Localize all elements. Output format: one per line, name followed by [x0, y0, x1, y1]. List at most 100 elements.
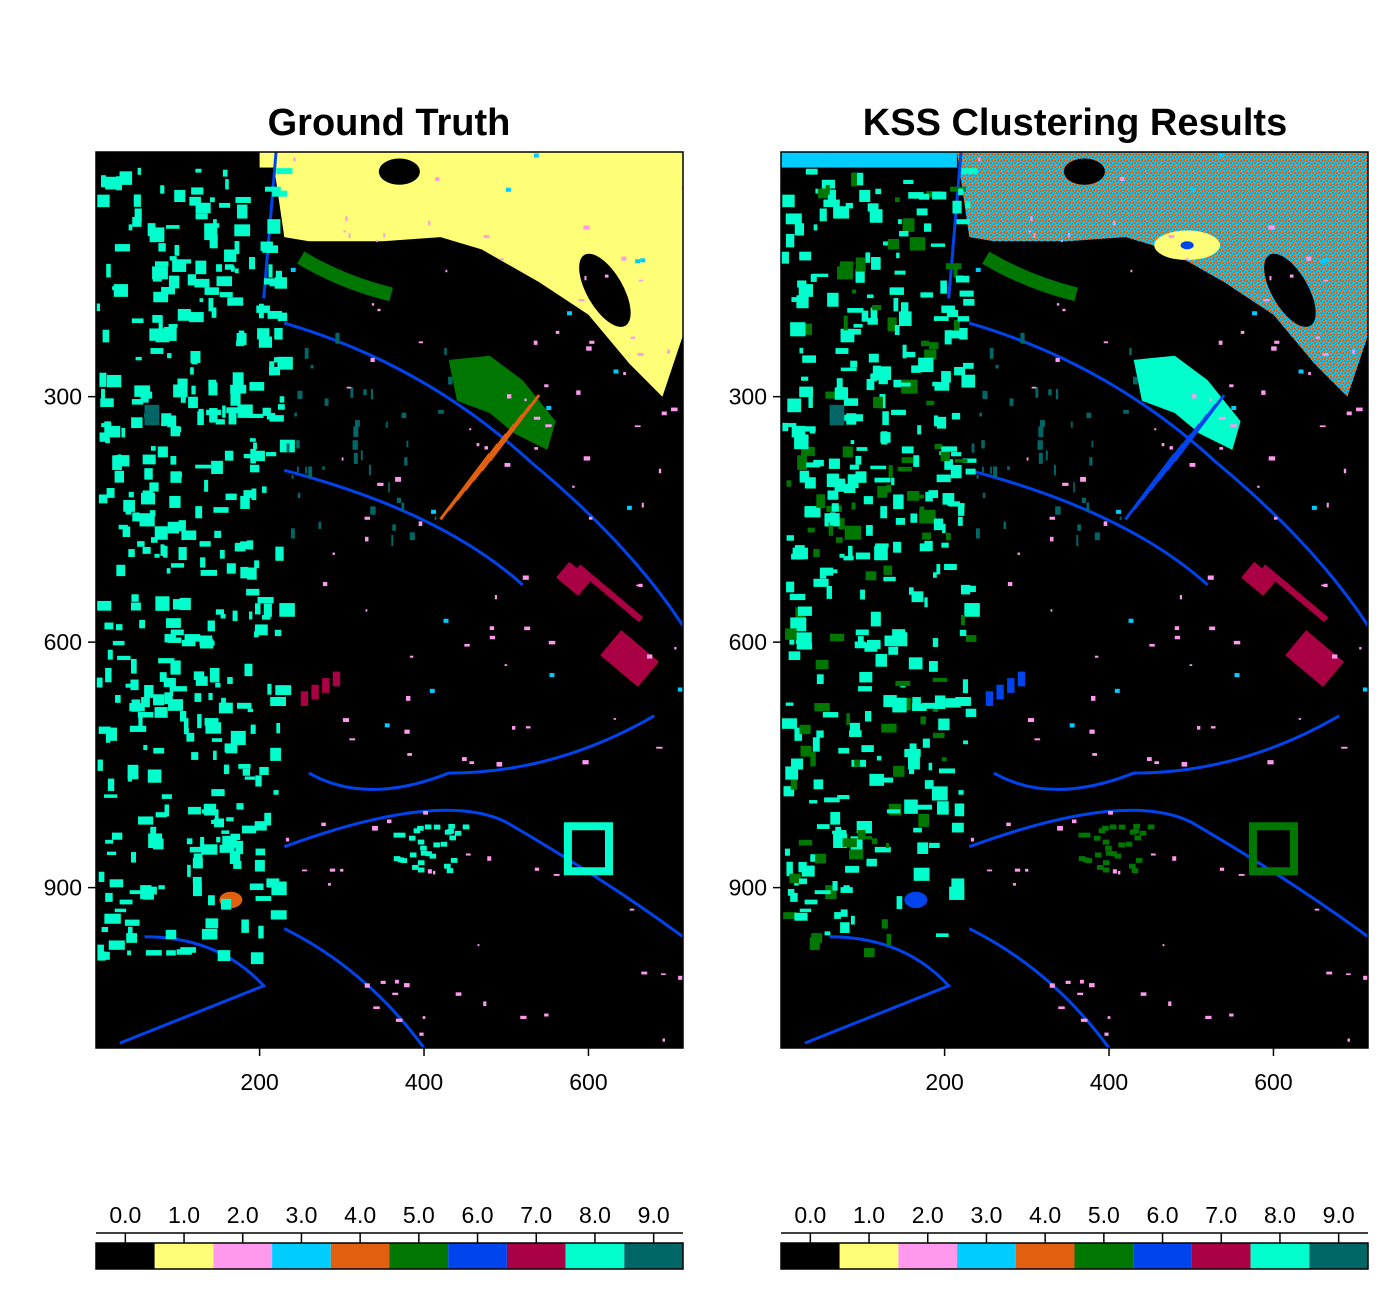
class-scatter-pink	[407, 753, 412, 756]
y-tick-label: 900	[729, 875, 767, 901]
class-building-block	[1078, 832, 1086, 838]
class-building-block	[197, 411, 204, 426]
class-building-block	[851, 502, 856, 510]
class-building-block	[267, 219, 281, 234]
class-building-block	[170, 660, 181, 675]
class-scatter-pink	[1140, 992, 1147, 996]
colorbar-swatch	[272, 1243, 331, 1269]
class-scatter-cyan	[549, 673, 555, 678]
class-building-block	[917, 842, 929, 854]
class-scatter-pink	[340, 868, 344, 872]
class-building-block	[227, 297, 244, 306]
class-scatter-pink	[455, 992, 462, 996]
class-building-block	[112, 640, 125, 646]
river-island	[1063, 158, 1105, 185]
colorbar-tick-label: 8.0	[1264, 1202, 1296, 1228]
class-scatter-cyan	[443, 618, 449, 623]
class-scatter-pink	[348, 233, 351, 238]
class-scatter-pink	[1026, 457, 1029, 461]
class-building-block	[275, 685, 292, 696]
class-road	[993, 714, 1340, 791]
class-building-block	[906, 697, 911, 711]
class-building-block	[828, 189, 836, 203]
class-building-block	[868, 353, 879, 363]
class-scatter-pink	[365, 536, 369, 542]
class-building-block	[933, 316, 949, 321]
class-building-small	[300, 691, 309, 706]
class-scatter-cyan	[1325, 258, 1331, 263]
class-building-block	[209, 197, 215, 203]
class-building-block	[105, 437, 110, 444]
class-shadow	[438, 409, 444, 414]
class-building-large	[576, 564, 644, 623]
class-building-block	[911, 591, 924, 603]
class-building-block	[433, 842, 440, 848]
class-scatter-pink	[1184, 258, 1189, 261]
class-shadow	[990, 466, 992, 474]
class-building-block	[166, 618, 181, 628]
class-scatter-cyan	[1362, 687, 1368, 692]
class-scatter-pink	[534, 447, 539, 450]
class-building-block	[913, 867, 930, 881]
class-building-block	[941, 305, 955, 313]
class-building-block	[797, 606, 812, 616]
class-building-block	[849, 849, 864, 860]
class-building-block	[798, 861, 807, 869]
class-building-block	[115, 624, 123, 631]
class-building-block	[840, 887, 853, 893]
class-building-block	[903, 179, 914, 184]
class-building-block	[400, 858, 408, 864]
class-building-block	[164, 804, 170, 817]
class-scatter-pink	[373, 1006, 380, 1010]
class-building-block	[930, 243, 945, 247]
class-building-block	[790, 322, 806, 337]
class-building-block	[241, 919, 249, 933]
class-building-block	[794, 727, 802, 741]
class-building-block	[875, 543, 889, 548]
class-building-block	[234, 224, 251, 237]
class-building-block	[177, 378, 188, 386]
class-building-block	[131, 399, 144, 405]
class-building-block	[1097, 864, 1104, 870]
class-building-block	[393, 832, 401, 838]
colorbar: 0.0 1.0 2.0 3.0 4.0 5.0 6.0 7.0 8.0 9.0	[780, 1202, 1369, 1270]
class-scatter-pink	[341, 457, 344, 461]
colorbar-swatch	[96, 1243, 155, 1269]
class-shadow	[1035, 387, 1039, 398]
class-road	[283, 468, 524, 586]
class-building-block	[1248, 822, 1299, 876]
class-scatter-cyan	[1190, 187, 1196, 192]
class-scatter-pink	[1189, 664, 1193, 666]
class-building-block	[843, 556, 854, 561]
class-shadow	[1039, 420, 1045, 427]
class-shadow	[353, 426, 359, 437]
class-building-block	[827, 292, 839, 307]
class-building-block	[800, 745, 812, 757]
class-scatter-pink	[533, 416, 541, 420]
class-building-small	[1017, 671, 1026, 687]
class-building-block	[173, 384, 188, 398]
class-road	[968, 468, 1209, 586]
class-building-block	[150, 826, 157, 838]
river-island	[378, 158, 420, 185]
class-building-block	[164, 634, 176, 643]
class-building-block	[188, 312, 204, 323]
class-shadow	[290, 528, 295, 539]
class-road	[283, 927, 426, 1048]
class-scatter-pink	[1205, 1015, 1212, 1020]
class-scatter-pink	[377, 308, 381, 312]
class-shadow	[404, 457, 408, 466]
class-scatter-pink	[1229, 1013, 1234, 1017]
class-building-block	[117, 655, 131, 661]
colorbar-tick-label: 6.0	[1147, 1202, 1179, 1228]
class-building-block	[954, 459, 968, 463]
colorbar-swatch	[957, 1243, 1016, 1269]
class-building-block	[254, 624, 268, 636]
class-scatter-pink	[302, 869, 308, 872]
class-building-block	[787, 888, 795, 896]
class-building-block	[1135, 857, 1143, 863]
class-building-block	[810, 274, 817, 282]
class-scatter-cyan	[429, 688, 435, 693]
class-shadow	[1123, 409, 1129, 414]
class-building-block	[168, 275, 180, 289]
